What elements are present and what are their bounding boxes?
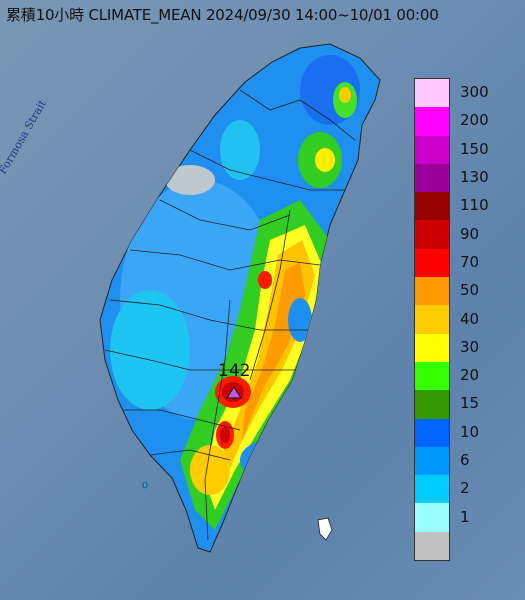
legend-label: 50 [460,281,480,300]
legend-label: 90 [460,224,480,243]
legend-swatch [415,333,449,362]
county-boundaries [104,89,356,541]
legend-swatch [415,475,449,504]
triangle-icon [226,386,242,399]
legend-swatch [415,418,449,447]
legend-label: 300 [460,83,489,102]
legend-label: 20 [460,366,480,385]
legend-swatch [415,277,449,306]
map-title: 累積10小時 CLIMATE_MEAN 2024/09/30 14:00~10/… [6,6,439,24]
legend-swatch [415,361,449,391]
offshore-islands [142,481,333,541]
peak-marker [226,386,242,399]
legend-swatch [415,192,449,221]
color-legend [414,78,450,562]
legend-label: 1 [460,507,470,526]
legend-label: 15 [460,394,480,413]
legend-label: 200 [460,111,489,130]
legend-swatch [415,503,449,532]
legend-swatch [415,135,449,164]
legend-label: 10 [460,422,480,441]
legend-label: 30 [460,337,480,356]
legend-label: 70 [460,252,480,271]
legend-swatch [415,163,449,193]
legend-label: 130 [460,168,489,187]
legend-swatch [415,107,449,136]
legend-swatch [415,305,449,334]
legend-swatch [415,390,449,419]
peak-value-label: 142 [218,361,251,381]
legend-label: 40 [460,309,480,328]
legend-swatch [415,531,449,561]
legend-swatch [415,79,449,108]
legend-label: 150 [460,139,489,158]
legend-swatch [415,248,449,278]
legend-label: 6 [460,451,470,470]
legend-label: 2 [460,479,470,498]
legend-label: 110 [460,196,489,215]
legend-swatch [415,220,449,249]
legend-swatch [415,446,449,476]
